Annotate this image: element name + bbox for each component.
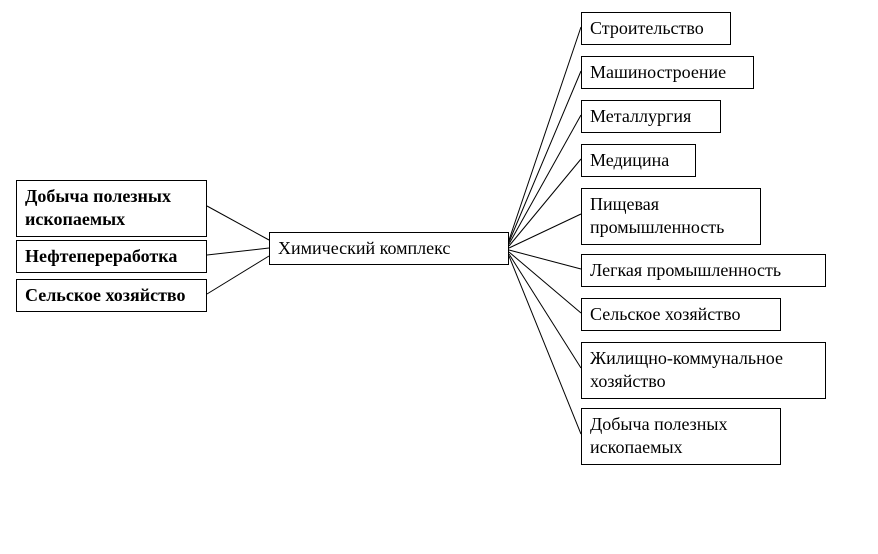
right-node-construction: Строительство <box>581 12 731 45</box>
right-node-agriculture-out: Сельское хозяйство <box>581 298 781 331</box>
right-node-light-industry: Легкая промышленность <box>581 254 826 287</box>
node-label: Медицина <box>590 150 669 170</box>
right-node-medicine: Медицина <box>581 144 696 177</box>
right-node-metallurgy: Металлургия <box>581 100 721 133</box>
node-label: Нефтепереработка <box>25 246 177 266</box>
node-label: Сельское хозяйство <box>25 285 186 305</box>
right-node-mining-out: Добыча полезных ископаемых <box>581 408 781 465</box>
right-node-engineering: Машиностроение <box>581 56 754 89</box>
node-label: Химический комплекс <box>278 238 450 258</box>
right-node-food: Пищевая промышленность <box>581 188 761 245</box>
node-label: Машиностроение <box>590 62 726 82</box>
node-label: Металлургия <box>590 106 691 126</box>
node-label: Добыча полезных ископаемых <box>590 414 728 457</box>
left-node-agriculture-in: Сельское хозяйство <box>16 279 207 312</box>
node-label: Пищевая промышленность <box>590 194 724 237</box>
right-node-housing: Жилищно-коммунальное хозяйство <box>581 342 826 399</box>
node-label: Жилищно-коммунальное хозяйство <box>590 348 783 391</box>
node-label: Легкая промышленность <box>590 260 781 280</box>
center-node-center: Химический комплекс <box>269 232 509 265</box>
node-label: Сельское хозяйство <box>590 304 741 324</box>
left-node-mining-inputs: Добыча полезных ископаемых <box>16 180 207 237</box>
node-label: Строительство <box>590 18 704 38</box>
node-label: Добыча полезных ископаемых <box>25 186 171 229</box>
left-node-refining: Нефтепереработка <box>16 240 207 273</box>
